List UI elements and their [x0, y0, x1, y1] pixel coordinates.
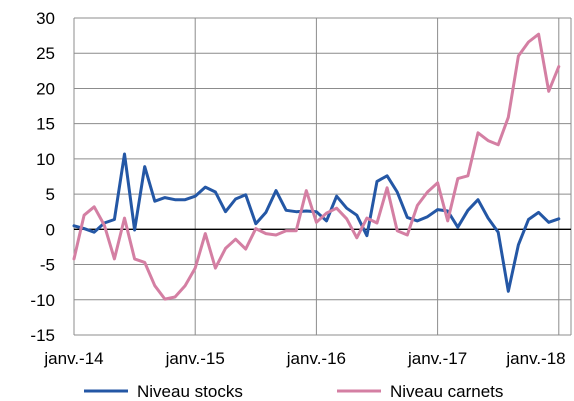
- y-tick-label: 15: [36, 115, 55, 134]
- series-line-carnets: [72, 32, 561, 301]
- y-tick-label: 25: [36, 44, 55, 63]
- y-tick-label: 10: [36, 150, 55, 169]
- y-tick-label: -5: [40, 256, 55, 275]
- legend-label: Niveau stocks: [137, 382, 243, 401]
- x-tick-label: janv.-16: [286, 349, 346, 368]
- series-layer: [72, 32, 561, 301]
- y-tick-label: 30: [36, 9, 55, 28]
- y-tick-label: -10: [30, 291, 55, 310]
- y-tick-label: 0: [46, 220, 55, 239]
- y-axis-tick-labels: -15 -10 -5 0 5 10 15 20 25 30: [30, 9, 55, 345]
- x-tick-label: janv.-18: [505, 349, 565, 368]
- x-tick-label: janv.-17: [407, 349, 467, 368]
- x-tick-label: janv.-15: [165, 349, 225, 368]
- y-tick-label: 20: [36, 79, 55, 98]
- legend-label: Niveau carnets: [390, 382, 503, 401]
- x-axis-tick-labels: janv.-14 janv.-15 janv.-16 janv.-17 janv.-18: [43, 349, 565, 368]
- y-tick-label: 5: [46, 185, 55, 204]
- x-tick-label: janv.-14: [43, 349, 103, 368]
- series-line-stocks: [72, 152, 561, 293]
- y-tick-label: -15: [30, 326, 55, 345]
- gridlines: [73, 17, 572, 336]
- legend: Niveau stocks Niveau carnets: [84, 382, 503, 401]
